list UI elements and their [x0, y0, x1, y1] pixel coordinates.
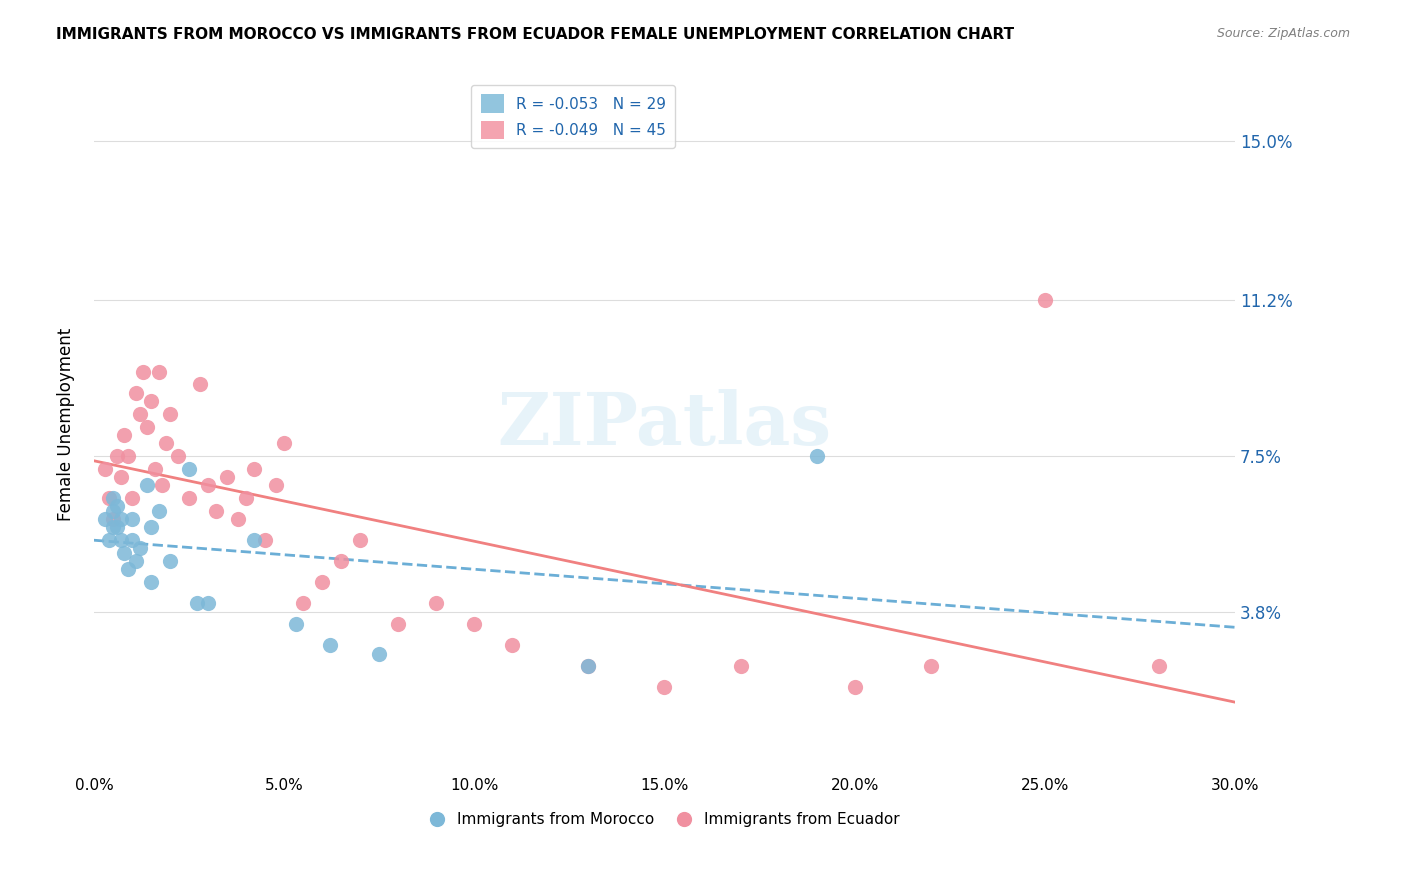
Point: [159, 407, 181, 421]
Point: [117, 449, 139, 463]
Point: [132, 365, 155, 379]
Point: [121, 533, 143, 547]
Point: [110, 512, 132, 526]
Point: [844, 680, 866, 694]
Point: [139, 520, 162, 534]
Point: [128, 541, 150, 556]
Point: [654, 680, 676, 694]
Point: [112, 546, 135, 560]
Point: [155, 436, 177, 450]
Point: [139, 394, 162, 409]
Point: [242, 533, 264, 547]
Point: [117, 562, 139, 576]
Point: [463, 617, 485, 632]
Text: ZIPatlas: ZIPatlas: [498, 389, 831, 460]
Point: [177, 491, 200, 505]
Point: [349, 533, 371, 547]
Point: [101, 503, 124, 517]
Point: [105, 500, 128, 514]
Point: [125, 385, 148, 400]
Legend: Immigrants from Morocco, Immigrants from Ecuador: Immigrants from Morocco, Immigrants from…: [423, 805, 905, 833]
Point: [94, 512, 117, 526]
Point: [136, 419, 159, 434]
Point: [121, 491, 143, 505]
Point: [98, 533, 121, 547]
Point: [204, 503, 226, 517]
Point: [128, 407, 150, 421]
Point: [284, 617, 307, 632]
Point: [166, 449, 188, 463]
Point: [330, 554, 353, 568]
Point: [101, 491, 124, 505]
Point: [242, 461, 264, 475]
Point: [576, 659, 599, 673]
Point: [920, 659, 942, 673]
Point: [101, 520, 124, 534]
Point: [215, 470, 238, 484]
Point: [110, 533, 132, 547]
Point: [368, 647, 391, 661]
Point: [730, 659, 752, 673]
Point: [105, 520, 128, 534]
Text: IMMIGRANTS FROM MOROCCO VS IMMIGRANTS FROM ECUADOR FEMALE UNEMPLOYMENT CORRELATI: IMMIGRANTS FROM MOROCCO VS IMMIGRANTS FR…: [56, 27, 1014, 42]
Point: [98, 491, 121, 505]
Point: [576, 659, 599, 673]
Point: [1147, 659, 1170, 673]
Point: [112, 428, 135, 442]
Point: [186, 596, 208, 610]
Point: [501, 638, 523, 652]
Point: [101, 512, 124, 526]
Text: Source: ZipAtlas.com: Source: ZipAtlas.com: [1216, 27, 1350, 40]
Point: [425, 596, 447, 610]
Point: [1033, 293, 1056, 308]
Point: [148, 503, 170, 517]
Point: [387, 617, 409, 632]
Point: [273, 436, 295, 450]
Point: [110, 470, 132, 484]
Point: [150, 478, 173, 492]
Point: [266, 478, 288, 492]
Point: [125, 554, 148, 568]
Point: [136, 478, 159, 492]
Point: [139, 575, 162, 590]
Point: [311, 575, 333, 590]
Point: [148, 365, 170, 379]
Point: [121, 512, 143, 526]
Point: [235, 491, 257, 505]
Point: [197, 596, 219, 610]
Point: [143, 461, 166, 475]
Point: [105, 449, 128, 463]
Point: [159, 554, 181, 568]
Point: [254, 533, 277, 547]
Point: [806, 449, 828, 463]
Point: [228, 512, 250, 526]
Point: [94, 461, 117, 475]
Point: [190, 377, 212, 392]
Point: [292, 596, 315, 610]
Y-axis label: Female Unemployment: Female Unemployment: [58, 327, 75, 521]
Point: [319, 638, 342, 652]
Point: [177, 461, 200, 475]
Point: [197, 478, 219, 492]
